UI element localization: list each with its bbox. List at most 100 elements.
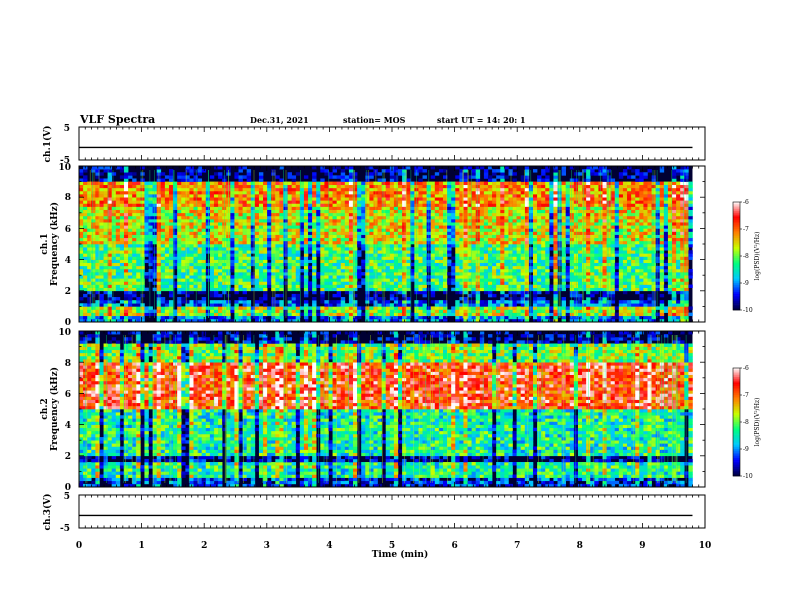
spectrogram-cell [459, 247, 464, 251]
spectrogram-cell [430, 281, 436, 285]
spectrogram-cell [385, 222, 391, 226]
spectrogram-cell [103, 315, 108, 320]
spectrogram-cell [389, 190, 395, 195]
spectrogram-cell [398, 265, 403, 270]
spectrogram-cell [185, 175, 190, 179]
spectrogram-cell [193, 240, 198, 245]
spectrogram-cell [263, 237, 268, 242]
spectrogram-cell [128, 231, 133, 235]
spectrogram-cell [492, 284, 497, 288]
spectrogram-cell [193, 244, 198, 248]
spectrogram-cell [385, 281, 391, 285]
spectrogram-cell [128, 259, 133, 264]
spectrogram-cell [185, 275, 190, 279]
spectrogram-cell [471, 237, 477, 242]
spectrogram-cell [303, 293, 309, 298]
spectrogram-cell [467, 203, 472, 207]
spectrogram-cell [320, 240, 325, 245]
spectrogram-cell [303, 265, 309, 270]
spectrogram-cell [271, 209, 276, 214]
spectrogram-cell [303, 209, 309, 214]
spectrogram-cell [87, 309, 92, 313]
spectrogram-cell [520, 284, 526, 288]
spectrogram-cell [119, 200, 125, 204]
spectrogram-cell [369, 225, 374, 229]
spectrogram-cell [238, 215, 243, 220]
spectrogram-cell [95, 237, 100, 242]
spectrogram-cell [213, 215, 219, 220]
spectrogram-cell [479, 166, 485, 170]
spectrogram-cell [87, 190, 92, 195]
spectrogram-cell [443, 281, 448, 285]
spectrogram-cell [483, 172, 489, 176]
spectrogram-cell [508, 259, 513, 264]
spectrogram-cell [115, 303, 121, 307]
spectrogram-cell [508, 309, 513, 313]
spectrogram-cell [189, 287, 194, 292]
spectrogram-cell [361, 209, 366, 214]
spectrogram-cell [398, 187, 403, 192]
spectrogram-cell [115, 240, 121, 245]
spectrogram-cell [365, 262, 370, 267]
spectrogram-cell [246, 272, 252, 276]
spectrogram-cell [402, 178, 407, 182]
spectrogram-cell [152, 206, 158, 210]
spectrogram-cell [299, 181, 305, 186]
spectrogram-cell [483, 275, 489, 279]
spectrogram-cell [291, 300, 297, 304]
spectrogram-cell [496, 197, 501, 201]
spectrogram-cell [164, 231, 170, 235]
spectrogram-cell [213, 315, 219, 320]
spectrogram-cell [103, 265, 108, 270]
spectrogram-cell [291, 265, 297, 270]
spectrogram-cell [459, 315, 464, 320]
spectrogram-cell [242, 215, 247, 220]
spectrogram-cell [500, 290, 505, 295]
spectrogram-cell [389, 290, 395, 295]
spectrogram-cell [369, 197, 374, 201]
spectrogram-cell [234, 318, 239, 323]
spectrogram-cell [103, 190, 108, 195]
spectrogram-cell [438, 237, 444, 242]
spectrogram-cell [348, 287, 354, 292]
spectrogram-cell [377, 240, 382, 245]
spectrogram-cell [483, 225, 489, 229]
spectrogram-cell [107, 250, 113, 254]
spectrogram-cell [209, 234, 215, 239]
spectrogram-cell [377, 272, 382, 276]
spectrogram-cell [107, 234, 113, 239]
spectrogram-cell [136, 281, 141, 285]
spectrogram-cell [218, 281, 223, 285]
spectrogram-cell [115, 268, 121, 273]
spectrogram-cell [406, 309, 411, 313]
spectrogram-cell [103, 184, 108, 189]
spectrogram-cell [189, 309, 194, 313]
spectrogram-cell [422, 278, 427, 282]
spectrogram-cell [263, 194, 268, 198]
spectrogram-cell [365, 237, 370, 242]
spectrogram-cell [369, 222, 374, 226]
spectrogram-cell [107, 228, 113, 232]
spectrogram-cell [193, 169, 198, 173]
spectrogram-cell [205, 306, 211, 310]
spectrogram-cell [467, 237, 472, 242]
spectrogram-cell [238, 212, 243, 217]
spectrogram-cell [83, 181, 88, 186]
spectrogram-cell [103, 268, 108, 273]
spectrogram-cell [398, 228, 403, 232]
spectrogram-cell [275, 287, 280, 292]
spectrogram-cell [87, 240, 92, 245]
spectrogram-cell [463, 272, 468, 276]
spectrogram-cell [230, 281, 235, 285]
spectrogram-cell [197, 256, 202, 260]
spectrogram-cell [263, 315, 268, 320]
spectrogram-cell [115, 259, 121, 264]
spectrogram-cell [193, 250, 198, 254]
spectrogram-cell [303, 306, 309, 310]
spectrogram-cell [238, 268, 243, 273]
spectrogram-cell [79, 228, 84, 232]
spectrogram-cell [369, 318, 374, 323]
spectrogram-cell [430, 284, 436, 288]
spectrogram-cell [459, 206, 464, 210]
spectrogram-cell [492, 169, 497, 173]
